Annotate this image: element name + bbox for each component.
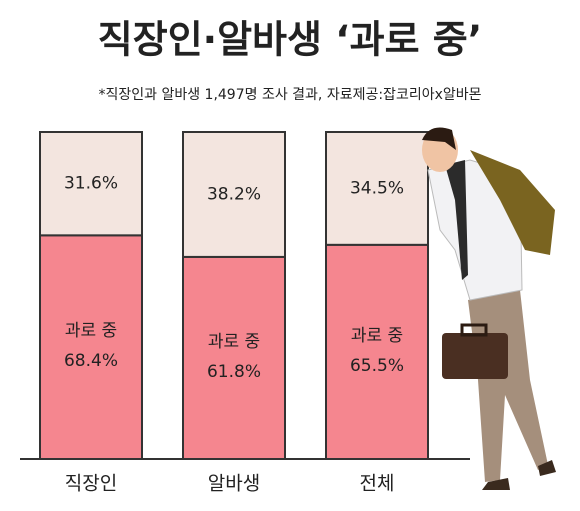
bar-segment xyxy=(325,131,429,246)
bar-segment xyxy=(325,243,429,460)
bars: 과로 중 68.4% 31.6% 직장인 과로 중 61.8% 38.2% 알바생 과로 중 65… xyxy=(39,131,429,495)
bar-segment xyxy=(182,255,286,460)
value-label: 68.4% xyxy=(64,351,118,371)
bar-segment xyxy=(39,234,143,460)
bar-segment xyxy=(39,131,143,237)
value-label: 31.6% xyxy=(64,174,118,194)
segment-name: 과로 중 xyxy=(65,321,117,341)
x-tick-label: 직장인 xyxy=(65,473,117,495)
bar-segment xyxy=(182,131,286,258)
value-label: 38.2% xyxy=(207,184,261,204)
value-label: 61.8% xyxy=(207,362,261,382)
chart-title: 직장인·알바생 ‘과로 중’ xyxy=(98,18,482,62)
x-tick-label: 알바생 xyxy=(208,473,260,495)
illustration xyxy=(422,127,556,490)
segment-name: 과로 중 xyxy=(351,326,403,346)
chart-subtitle: *직장인과 알바생 1,497명 조사 결과, 자료제공:잡코리아x알바몬 xyxy=(98,87,481,103)
segment-name: 과로 중 xyxy=(208,332,260,352)
x-tick-label: 전체 xyxy=(360,473,395,495)
value-label: 65.5% xyxy=(350,356,404,376)
value-label: 34.5% xyxy=(350,178,404,198)
